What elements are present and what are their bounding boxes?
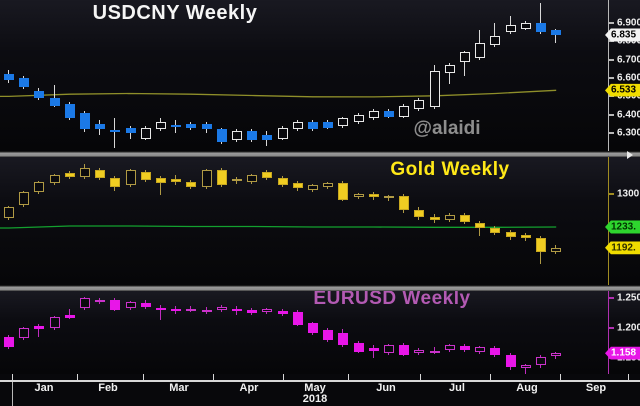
month-tick — [12, 374, 13, 380]
panel-separator[interactable] — [0, 285, 640, 291]
separator-grip-icon — [627, 151, 633, 159]
month-tick — [628, 374, 629, 380]
watermark-handle: @alaidi — [413, 118, 481, 139]
month-label: Jun — [376, 382, 396, 394]
month-tick — [560, 374, 561, 380]
time-axis-line — [0, 380, 640, 382]
month-tick — [213, 374, 214, 380]
month-tick — [77, 374, 78, 380]
month-label: Sep — [585, 382, 607, 394]
panel-separator[interactable] — [0, 151, 640, 159]
usdcny-chart-panel[interactable] — [0, 0, 640, 151]
month-tick — [283, 374, 284, 380]
month-label: Mar — [169, 382, 189, 394]
eurusd-panel-title: EURUSD Weekly — [313, 288, 471, 309]
time-axis[interactable]: 2018 Jan Feb Mar Apr May Jun Jul Aug Sep — [0, 374, 640, 406]
month-tick — [143, 374, 144, 380]
gold-chart-panel[interactable] — [0, 157, 640, 285]
year-start-divider — [12, 382, 13, 406]
month-label: May — [304, 382, 326, 394]
month-label: Apr — [239, 382, 259, 394]
month-label: Feb — [98, 382, 118, 394]
month-label: Jan — [34, 382, 54, 394]
month-tick — [490, 374, 491, 380]
month-label: Jul — [449, 382, 465, 394]
eurusd-chart-panel[interactable] — [0, 291, 640, 374]
month-tick — [420, 374, 421, 380]
month-tick — [348, 374, 349, 380]
month-label: Aug — [516, 382, 538, 394]
usdcny-panel-title: USDCNY Weekly — [92, 2, 258, 24]
gold-panel-title: Gold Weekly — [390, 159, 510, 180]
year-label: 2018 — [302, 393, 328, 405]
